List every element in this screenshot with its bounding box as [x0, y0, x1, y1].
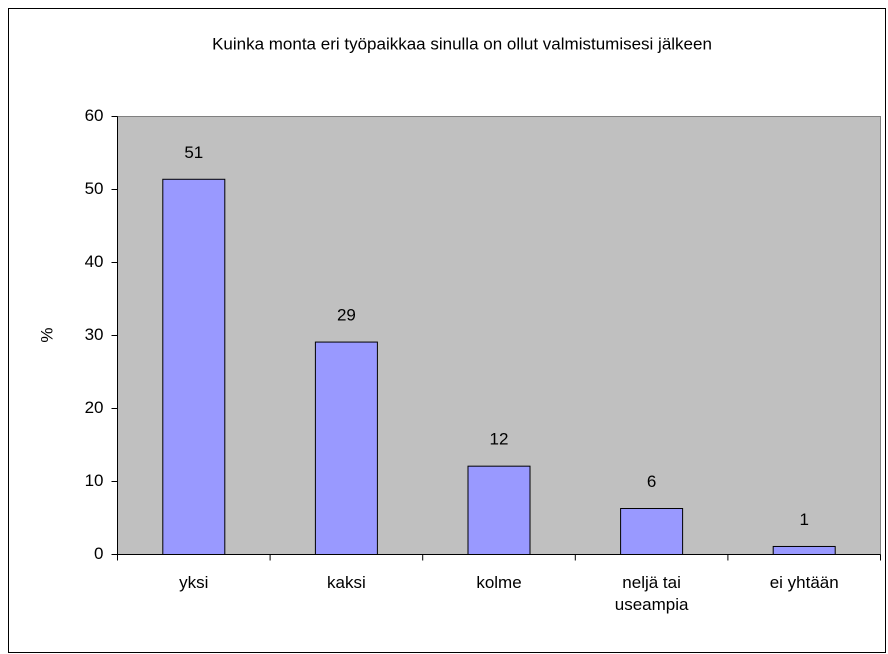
x-tick-label: kaksi [327, 572, 366, 592]
bar [162, 178, 226, 555]
bar [620, 508, 684, 556]
x-tick-label: ei yhtään [769, 572, 839, 592]
data-label: 51 [184, 143, 203, 162]
bar [772, 545, 836, 555]
x-tick-label: neljä tai useampia [614, 572, 689, 614]
y-tick-label: 0 [94, 544, 103, 563]
x-tick-label: yksi [179, 572, 209, 592]
data-label: 12 [490, 430, 509, 449]
y-tick-label: 60 [85, 106, 104, 125]
y-axis-label: % [37, 327, 56, 342]
y-tick-label: 10 [85, 471, 104, 490]
y-tick-label: 50 [85, 179, 104, 198]
y-tick-label: 40 [85, 252, 104, 271]
bar [467, 465, 531, 556]
y-tick-label: 20 [85, 398, 104, 417]
bar [314, 341, 378, 555]
chart-title: Kuinka monta eri työpaikkaa sinulla on o… [212, 34, 712, 53]
data-label: 29 [337, 306, 356, 325]
data-label: 1 [799, 510, 808, 529]
x-tick-label: kolme [476, 572, 522, 592]
data-label: 6 [647, 472, 656, 491]
y-tick-label: 30 [85, 325, 104, 344]
